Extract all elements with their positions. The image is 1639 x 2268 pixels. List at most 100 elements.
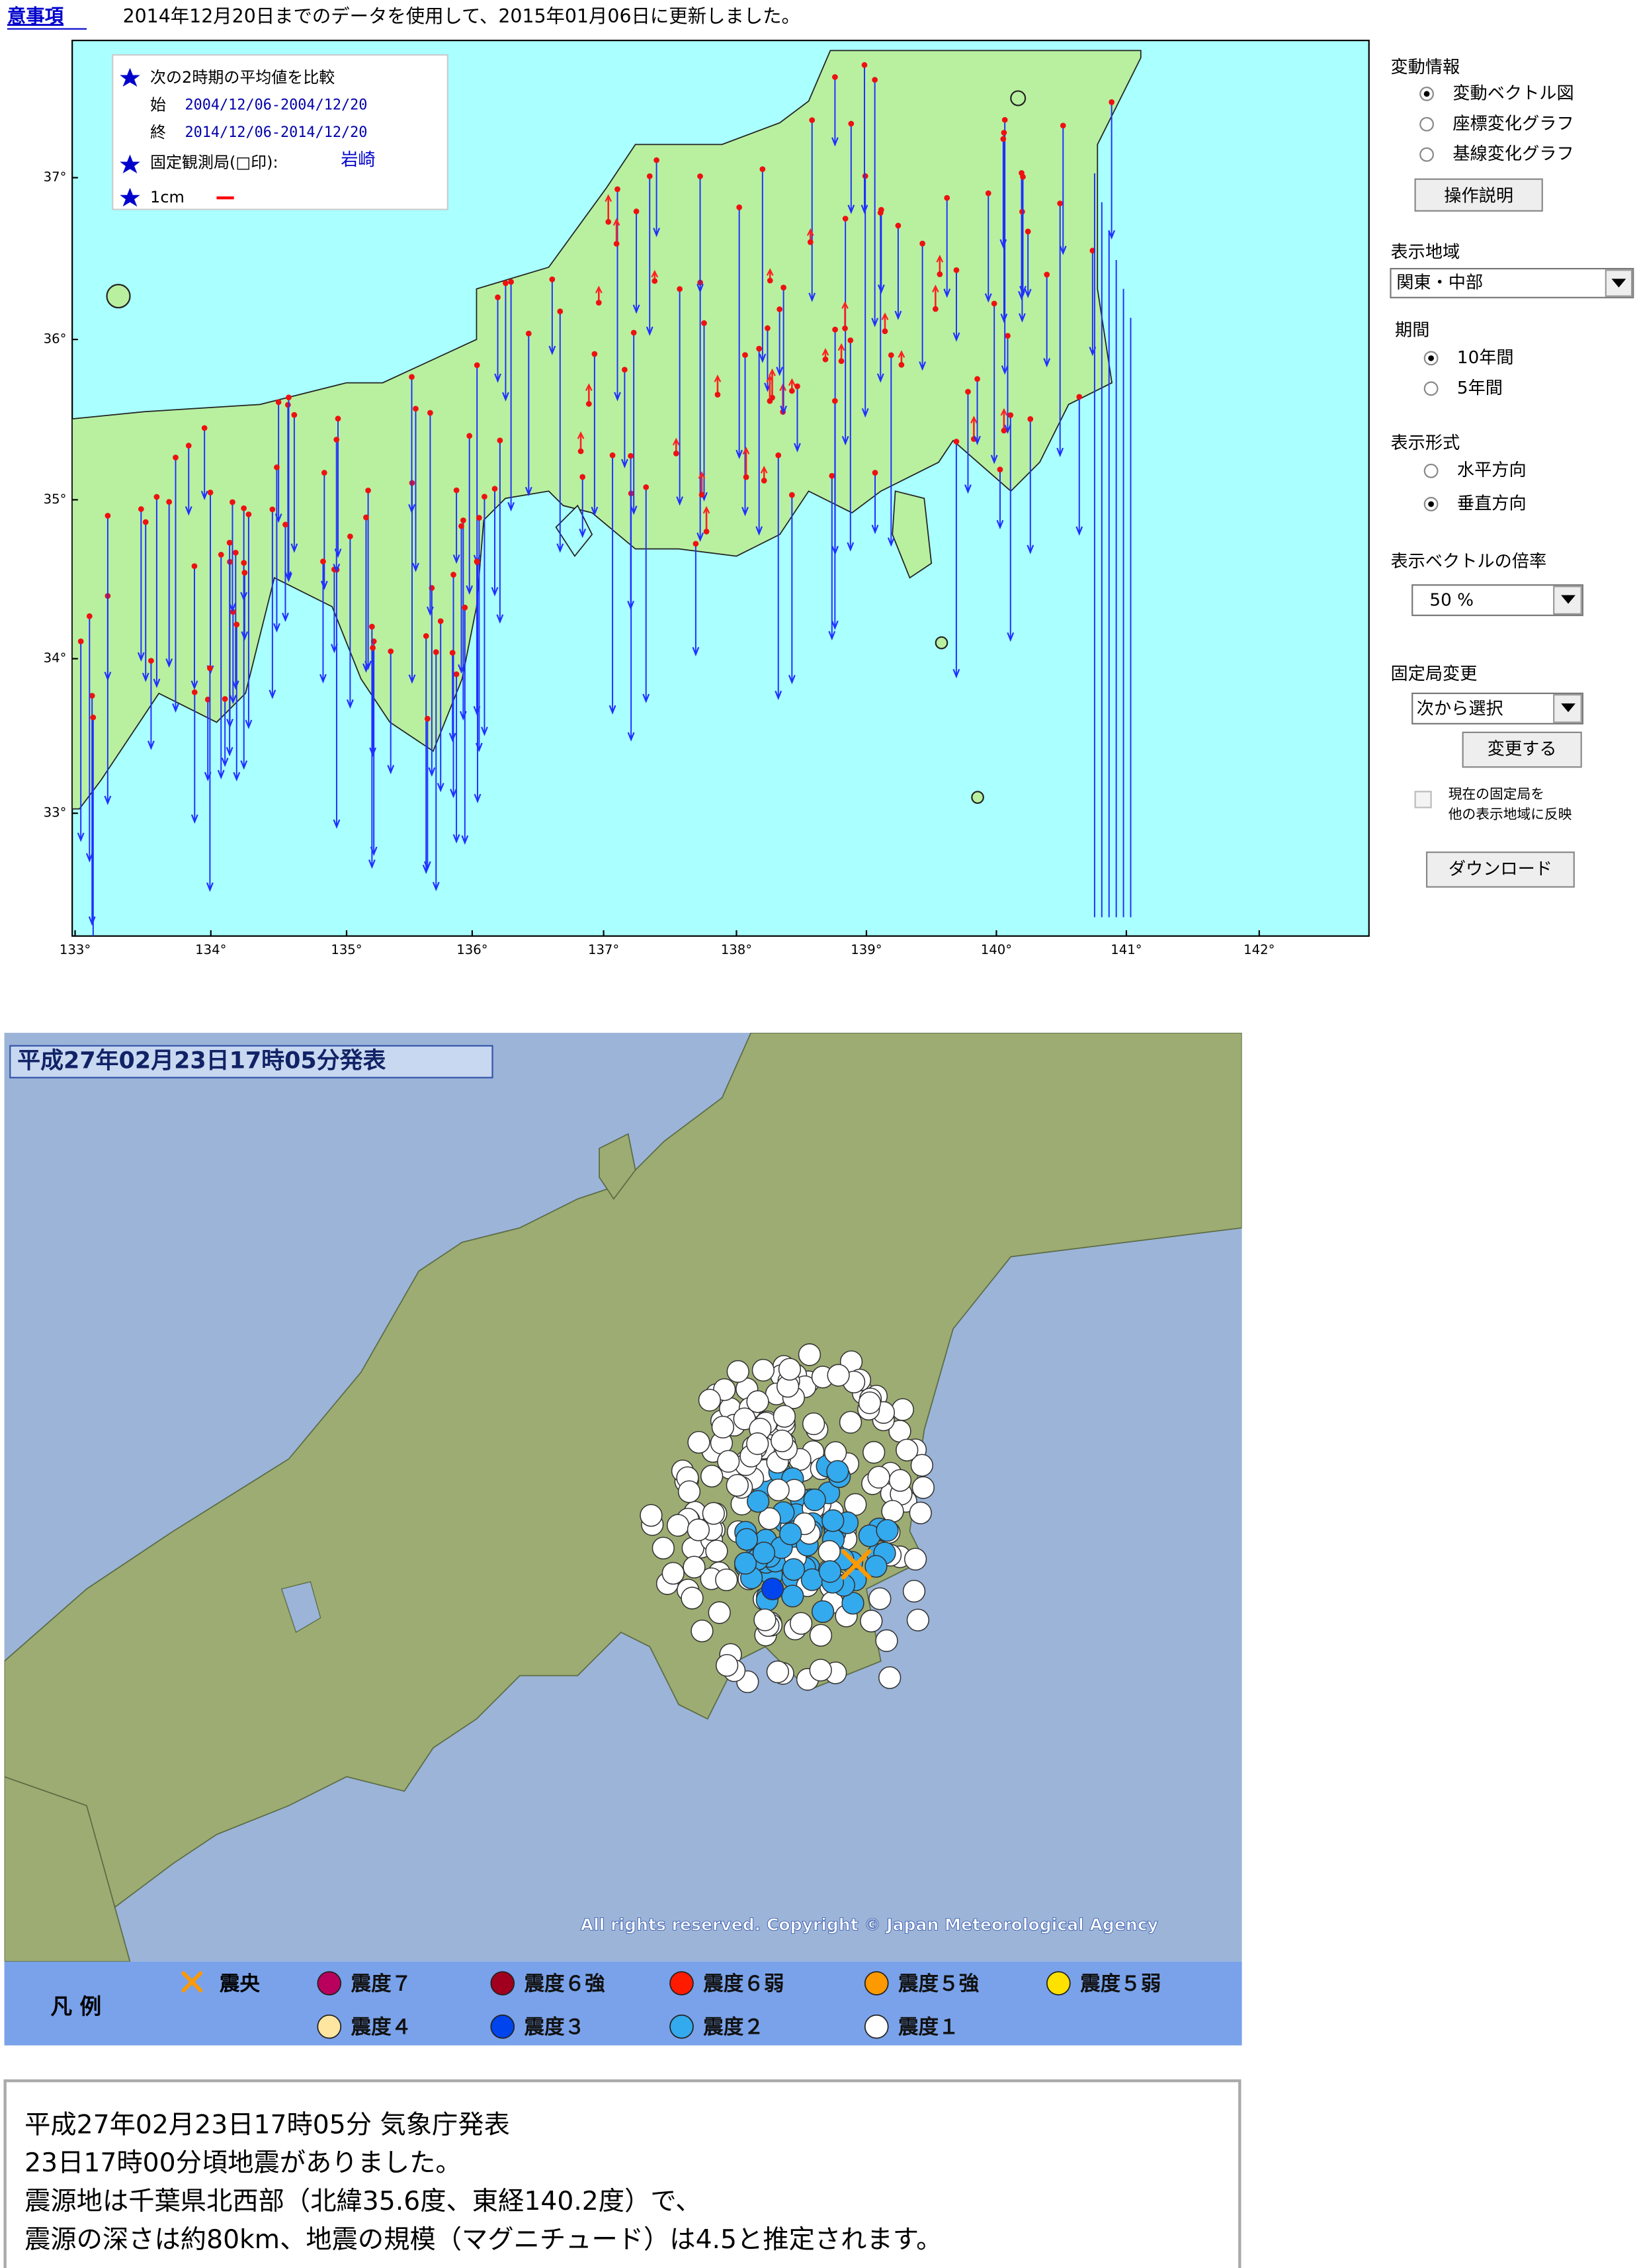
intensity-dot <box>875 1629 898 1652</box>
vector-head <box>894 310 902 320</box>
help-button-label[interactable]: 操作説明 <box>1444 186 1513 206</box>
vector-head <box>861 204 868 214</box>
radio-label[interactable]: 10年間 <box>1457 348 1514 368</box>
radio[interactable] <box>1423 381 1439 396</box>
station <box>937 271 943 277</box>
change-button[interactable] <box>1462 731 1582 768</box>
radio-label[interactable]: 変動ベクトル図 <box>1452 83 1574 103</box>
vector-head <box>887 537 895 547</box>
island <box>106 284 131 309</box>
vector-head <box>412 562 419 572</box>
vector-head <box>473 706 481 716</box>
island <box>599 1133 636 1200</box>
station <box>832 326 838 333</box>
intensity-dot <box>802 1412 825 1436</box>
radio[interactable] <box>1423 463 1439 478</box>
intensity-dot <box>651 1536 675 1560</box>
intensity-dot <box>862 1441 886 1464</box>
radio-label[interactable]: 基線変化グラフ <box>1452 144 1574 164</box>
station <box>466 433 473 439</box>
vector-head <box>1019 286 1027 296</box>
station <box>370 644 376 651</box>
station <box>953 267 960 273</box>
vector-head <box>984 293 992 303</box>
intensity-dot <box>767 1478 790 1502</box>
vector-head <box>776 367 784 376</box>
station <box>557 308 564 315</box>
station <box>736 204 743 210</box>
vector-head <box>676 496 684 506</box>
intensity-dot <box>705 1540 728 1563</box>
station <box>230 609 236 615</box>
vector-head <box>952 332 960 342</box>
radio-label[interactable]: 座標変化グラフ <box>1452 114 1574 134</box>
vector-head <box>233 771 241 782</box>
station <box>1025 228 1031 235</box>
station <box>579 474 586 480</box>
vector-head <box>759 353 767 363</box>
intensity-dot <box>687 1430 710 1454</box>
radio[interactable] <box>1419 147 1434 162</box>
station <box>829 472 835 479</box>
vector-head <box>780 406 787 415</box>
star <box>120 67 140 87</box>
station <box>291 412 298 418</box>
vector-head <box>585 383 593 391</box>
vector-map: 次の2時期の平均値を比較 始 2004/12/06-2004/12/20 終 2… <box>44 40 1370 957</box>
vector-head <box>653 228 660 238</box>
radio-label[interactable]: 水平方向 <box>1457 460 1527 480</box>
vector-head <box>185 506 192 516</box>
download-button[interactable] <box>1425 851 1575 888</box>
vector-head <box>282 613 289 623</box>
radio-label[interactable]: 5年間 <box>1457 378 1503 398</box>
station <box>491 486 498 492</box>
region-value[interactable]: 関東・中部 <box>1396 273 1483 292</box>
vector-head <box>104 795 112 805</box>
select-arrow <box>1611 279 1626 288</box>
help-button[interactable] <box>1414 178 1543 212</box>
legend-swatch <box>317 1971 342 1996</box>
station <box>153 494 160 500</box>
vector-head <box>698 471 706 479</box>
legend-swatch <box>490 2014 515 2039</box>
vector-head <box>932 284 939 292</box>
station <box>872 77 878 83</box>
vector-head <box>579 528 587 539</box>
checkbox[interactable] <box>1414 791 1432 808</box>
station <box>230 499 235 505</box>
radio-label[interactable]: 垂直方向 <box>1457 494 1527 513</box>
station <box>944 195 950 201</box>
station <box>630 329 637 336</box>
station <box>282 521 288 528</box>
intensity-dot <box>735 1528 759 1551</box>
fixed-select-value[interactable]: 次から選択 <box>1417 699 1503 719</box>
download-button-label[interactable]: ダウンロード <box>1449 859 1552 879</box>
vector-head <box>428 767 436 777</box>
intensity-dot <box>906 1608 930 1632</box>
select-arrow <box>1561 703 1576 713</box>
radio[interactable] <box>1419 116 1434 132</box>
vector-head <box>1043 358 1051 368</box>
vector-head <box>806 228 814 236</box>
vector-head <box>1007 632 1015 642</box>
intensity-dot <box>747 1490 770 1513</box>
change-button-label[interactable]: 変更する <box>1488 740 1557 760</box>
intensity-dot <box>717 1450 740 1473</box>
station <box>185 443 192 449</box>
station <box>245 511 252 517</box>
station <box>622 367 628 373</box>
vector-head <box>964 484 972 494</box>
title-box <box>9 1045 493 1078</box>
intensity-dot <box>761 1577 784 1600</box>
station <box>241 570 248 576</box>
notice-link[interactable]: 意事項 <box>7 5 64 27</box>
lat-label: 37° <box>44 169 67 185</box>
intensity-dot <box>766 1660 790 1684</box>
station <box>1020 173 1026 180</box>
vector-head <box>387 765 395 775</box>
region-select[interactable] <box>1390 268 1634 298</box>
station <box>809 117 816 123</box>
station <box>698 492 705 498</box>
scale-value[interactable]: 50 % <box>1429 591 1474 611</box>
lat-label: 36° <box>44 331 67 347</box>
